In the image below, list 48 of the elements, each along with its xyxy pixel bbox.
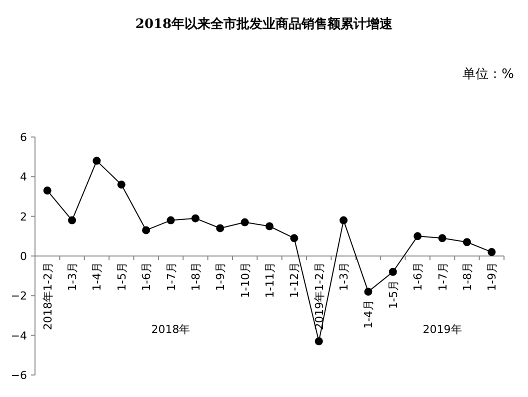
- point: [314, 337, 323, 346]
- point: [92, 156, 101, 165]
- x-tick-label: 1-4月: [90, 262, 104, 291]
- point: [340, 216, 348, 224]
- point: [438, 234, 446, 242]
- annotation: 2018年: [151, 323, 190, 336]
- x-tick-label: 1-6月: [412, 262, 425, 291]
- x-tick-label: 1-9月: [214, 262, 228, 291]
- x-tick-label: 1-5月: [386, 280, 400, 309]
- y-tick-label: 0: [20, 250, 27, 263]
- point: [142, 226, 150, 234]
- point: [290, 234, 298, 242]
- x-tick-label: 1-3月: [338, 262, 351, 291]
- x-tick-label: 1-7月: [436, 262, 450, 291]
- annotation: 2019年: [422, 323, 462, 336]
- y-tick-label: 2: [20, 210, 27, 224]
- x-tick-label: 1-6月: [140, 262, 154, 291]
- point: [117, 180, 126, 189]
- x-tick-label: 2018年1-2月: [41, 262, 54, 330]
- point: [191, 214, 200, 222]
- x-tick-label: 1-12月: [288, 262, 302, 298]
- x-tick-label: 1-8月: [460, 262, 474, 291]
- x-tick-label: 1-4月: [362, 300, 376, 329]
- point: [266, 222, 274, 230]
- point: [364, 288, 372, 296]
- y-tick-label: −4: [10, 329, 27, 342]
- point: [166, 216, 175, 224]
- y-tick-label: 6: [20, 131, 27, 144]
- x-tick-label: 1-9月: [486, 262, 499, 291]
- y-tick-label: −2: [10, 290, 27, 303]
- x-tick-label: 1-11月: [264, 262, 276, 298]
- point: [388, 268, 397, 276]
- point: [488, 248, 496, 256]
- x-tick-label: 1-5月: [115, 262, 128, 291]
- chart-title: 2018年以来全市批发业商品销售额累计增速: [135, 16, 394, 32]
- point: [414, 232, 422, 240]
- x-tick-label: 1-3月: [66, 262, 80, 291]
- point: [240, 218, 249, 226]
- point: [43, 186, 52, 195]
- y-tick-label: 4: [20, 170, 27, 184]
- y-tick-label: −6: [10, 369, 27, 382]
- x-tick-label: 1-10月: [238, 262, 252, 298]
- point: [216, 224, 224, 232]
- x-tick-label: 1-7月: [164, 262, 178, 291]
- point: [68, 216, 76, 224]
- x-tick-label: 1-8月: [189, 262, 202, 291]
- text: 单位：%: [462, 67, 514, 82]
- point: [462, 238, 471, 246]
